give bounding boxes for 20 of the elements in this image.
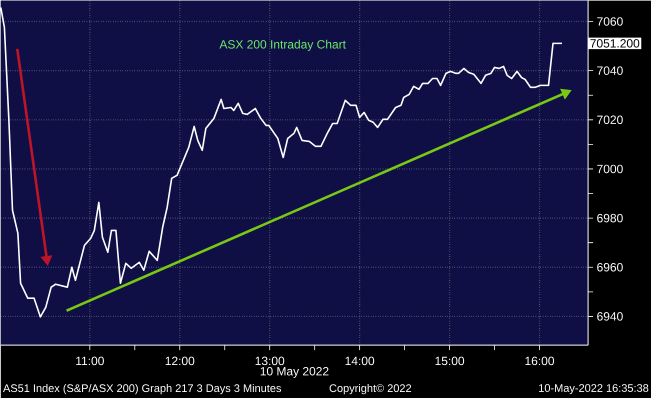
y-tick-label: 6940	[597, 312, 623, 321]
x-axis-title: 10 May 2022	[260, 366, 328, 378]
y-tick-label: 7020	[597, 116, 623, 124]
text: AS51 Index (S&P/ASX 200) Graph 217 3 Days 3 Minutes	[3, 384, 282, 394]
y-tick-label: 7060	[597, 17, 623, 26]
x-tick-label: 16:00	[525, 356, 554, 366]
text: 10-May-2022 16:35:38	[539, 384, 648, 394]
x-tick-label: 11:00	[76, 356, 104, 366]
line-series	[0, 6, 563, 318]
y-tick-label: 7040	[597, 66, 623, 75]
text: Copyright© 2022	[330, 384, 412, 394]
x-tick-label: 14:00	[346, 356, 374, 366]
x-tick-label: 15:00	[436, 356, 464, 366]
x-tick-label: 13:00	[256, 356, 284, 366]
x-tick-label: 12:00	[166, 356, 194, 366]
text: 7051.200	[590, 39, 640, 48]
y-tick-label: 6960	[597, 262, 623, 272]
text: ASX 200 Intraday Chart	[219, 40, 346, 51]
y-tick-label: 6980	[597, 214, 623, 222]
y-tick-label: 7000	[597, 164, 623, 174]
